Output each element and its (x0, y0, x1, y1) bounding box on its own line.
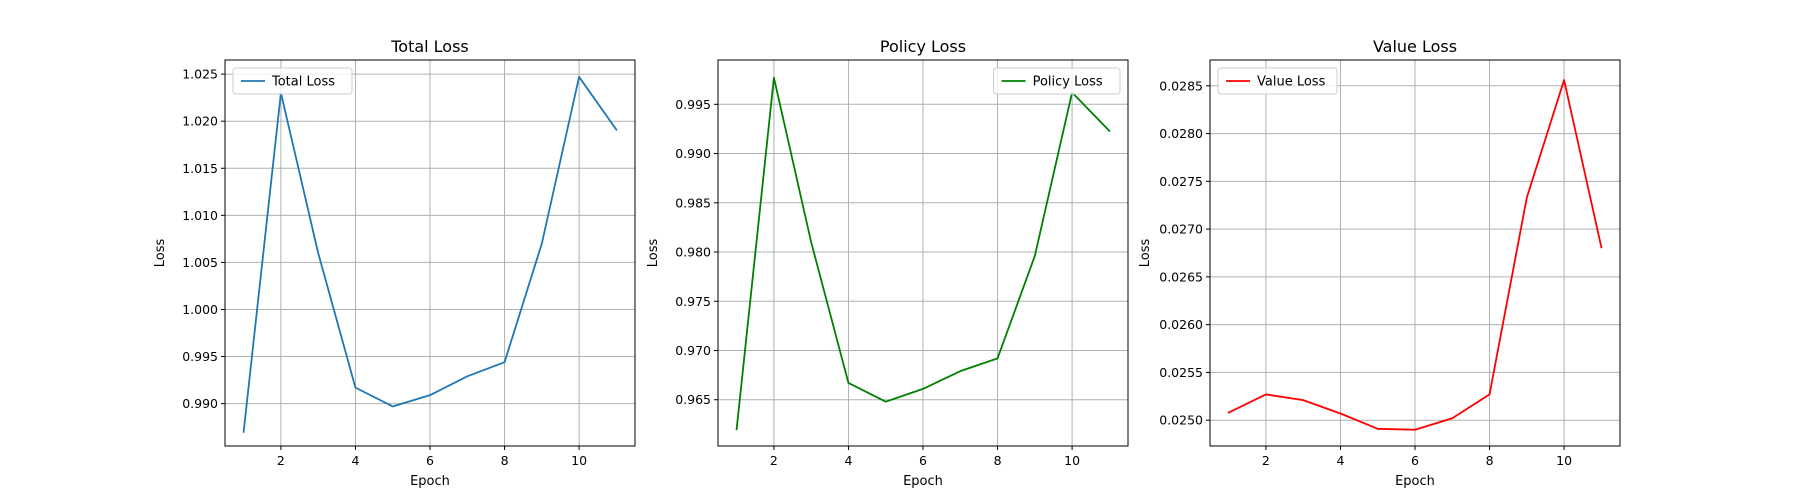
y-tick-label: 0.990 (182, 396, 218, 411)
y-tick-label: 1.000 (182, 302, 218, 317)
y-axis-label: Loss (646, 239, 661, 268)
x-tick-label: 6 (919, 453, 927, 468)
x-axis-label: Epoch (903, 474, 943, 489)
chart-title: Value Loss (1373, 37, 1457, 56)
y-tick-label: 0.995 (675, 97, 711, 112)
x-tick-label: 4 (351, 453, 359, 468)
legend-box (993, 67, 1121, 95)
y-tick-label: 1.005 (182, 255, 218, 270)
x-tick-label: 8 (1486, 453, 1494, 468)
x-tick-label: 4 (1336, 453, 1344, 468)
y-tick-label: 0.0270 (1159, 222, 1203, 237)
legend-box (232, 67, 353, 95)
x-tick-label: 2 (1262, 453, 1270, 468)
series-line (1227, 79, 1603, 431)
chart-title: Total Loss (390, 37, 469, 56)
legend-box (1217, 67, 1338, 95)
y-tick-label: 0.980 (675, 245, 711, 260)
y-tick-label: 1.025 (182, 67, 218, 82)
y-tick-label: 0.0250 (1159, 413, 1203, 428)
y-tick-label: 0.0265 (1159, 269, 1203, 284)
y-axis-label: Loss (1138, 239, 1153, 268)
legend-label: Value Loss (1257, 75, 1326, 90)
y-tick-label: 0.975 (675, 294, 711, 309)
y-tick-label: 0.985 (675, 195, 711, 210)
x-axis-label: Epoch (1395, 474, 1435, 489)
chart-panel-3: 2 4 6 8 10 0.0250 0.0255 0.0260 0.0265 0.0270 0.02… (1138, 37, 1621, 489)
y-tick-label: 0.0285 (1159, 78, 1203, 93)
x-tick-label: 4 (844, 453, 852, 468)
x-tick-label: 6 (1411, 453, 1419, 468)
y-tick-label: 1.010 (182, 208, 218, 223)
series-line (242, 76, 618, 433)
chart-title: Policy Loss (880, 37, 966, 56)
x-tick-label: 2 (277, 453, 285, 468)
y-tick-label: 0.970 (675, 343, 711, 358)
y-tick-label: 1.020 (182, 114, 218, 129)
x-tick-label: 10 (571, 453, 587, 468)
y-tick-label: 0.0255 (1159, 365, 1203, 380)
y-tick-label: 0.0280 (1159, 126, 1203, 141)
y-tick-label: 0.990 (675, 146, 711, 161)
x-tick-label: 2 (770, 453, 778, 468)
legend-label: Policy Loss (1033, 75, 1103, 90)
chart-panel-1: 2 4 6 8 10 0.990 0.995 1.000 1.005 1.010 1.015 1.02… (153, 37, 636, 489)
x-tick-label: 8 (994, 453, 1002, 468)
x-tick-label: 10 (1556, 453, 1572, 468)
x-tick-label: 8 (501, 453, 509, 468)
y-tick-label: 1.015 (182, 161, 218, 176)
y-tick-label: 0.0275 (1159, 174, 1203, 189)
y-tick-label: 0.965 (675, 392, 711, 407)
legend-label: Total Loss (271, 75, 335, 90)
series-line (735, 76, 1111, 431)
y-axis-label: Loss (153, 239, 168, 268)
chart-panel-2: 2 4 6 8 10 0.965 0.970 0.975 0.980 0.985 0.990 0.99… (646, 37, 1129, 489)
x-tick-label: 6 (426, 453, 434, 468)
y-tick-label: 0.0260 (1159, 317, 1203, 332)
x-axis-label: Epoch (410, 474, 450, 489)
x-tick-label: 10 (1064, 453, 1080, 468)
y-tick-label: 0.995 (182, 349, 218, 364)
